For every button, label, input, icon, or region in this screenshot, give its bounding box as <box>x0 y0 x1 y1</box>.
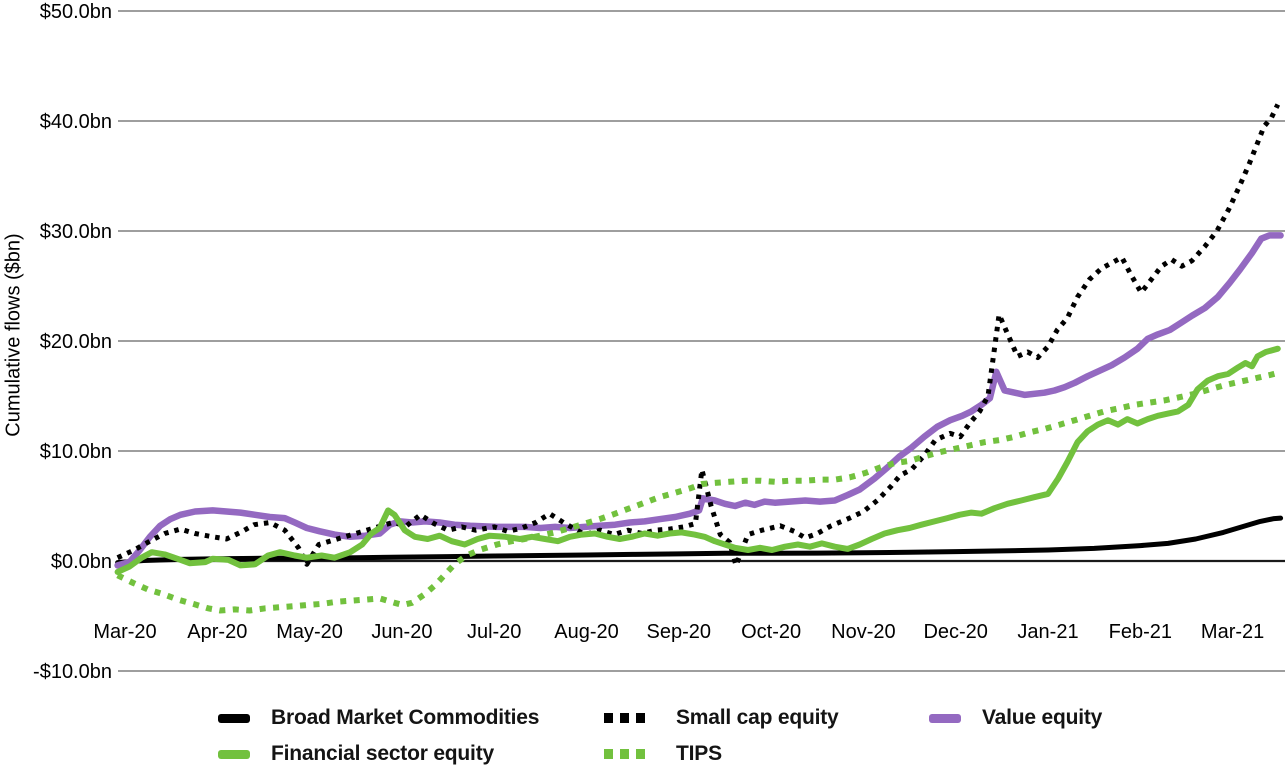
y-axis-title: Cumulative flows ($bn) <box>2 233 25 437</box>
legend-item-value-equity: Value equity <box>929 706 1102 730</box>
y-tick-label: $40.0bn <box>40 111 112 133</box>
series-line-tips <box>116 370 1279 614</box>
series-line-financial-sector-equity <box>114 345 1281 575</box>
legend-label: TIPS <box>676 742 722 765</box>
legend-item-small-cap-equity: Small cap equity <box>604 706 839 730</box>
x-tick-label: Mar-20 <box>93 621 156 643</box>
y-tick-label: $20.0bn <box>40 331 112 353</box>
x-tick-label: Sep-20 <box>647 621 712 643</box>
value-equity-swatch <box>929 713 961 723</box>
small-cap-equity-swatch <box>604 713 645 723</box>
series-line-value-equity <box>114 232 1284 569</box>
x-tick-label: May-20 <box>276 621 343 643</box>
y-tick-label: $0.0bn <box>51 551 112 573</box>
legend-item-financial-sector-equity: Financial sector equity <box>218 742 494 766</box>
y-tick-label: -$10.0bn <box>33 661 112 683</box>
broad-market-commodities-swatch <box>218 713 250 723</box>
x-tick-label: Oct-20 <box>741 621 801 643</box>
y-tick-label: $10.0bn <box>40 441 112 463</box>
tips-swatch <box>604 749 645 759</box>
x-tick-label: Jan-21 <box>1017 621 1078 643</box>
legend-label: Financial sector equity <box>271 742 494 765</box>
x-tick-label: Aug-20 <box>554 621 619 643</box>
legend-item-broad-market-commodities: Broad Market Commodities <box>218 706 539 730</box>
x-tick-label: Dec-20 <box>923 621 987 643</box>
x-tick-label: Feb-21 <box>1109 621 1172 643</box>
x-tick-label: Apr-20 <box>187 621 247 643</box>
legend-label: Small cap equity <box>676 706 839 729</box>
legend-label: Broad Market Commodities <box>271 706 540 729</box>
legend-label: Value equity <box>982 706 1103 729</box>
x-tick-label: Nov-20 <box>831 621 895 643</box>
financial-sector-equity-swatch <box>218 749 250 759</box>
series-line-small-cap-equity <box>116 103 1281 568</box>
x-tick-label: Jun-20 <box>371 621 432 643</box>
y-tick-label: $50.0bn <box>40 1 112 23</box>
chart-canvas: $50.0bn $40.0bn $30.0bn $20.0bn $10.0bn $0.0b… <box>33 1 1285 683</box>
x-tick-label: Mar-21 <box>1201 621 1264 643</box>
legend-item-tips: TIPS <box>604 742 722 766</box>
x-tick-label: Jul-20 <box>467 621 521 643</box>
y-tick-label: $30.0bn <box>40 221 112 243</box>
cumulative-flows-chart: $50.0bn $40.0bn $30.0bn $20.0bn $10.0bn $0.0b… <box>2 1 1285 683</box>
